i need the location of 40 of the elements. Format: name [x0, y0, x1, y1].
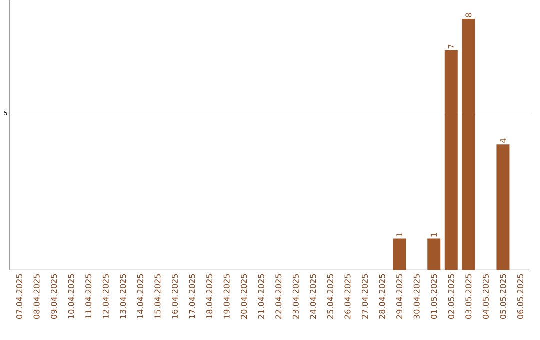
bar [496, 144, 510, 270]
x-tick-label: 21.04.2025 [258, 274, 264, 319]
x-tick-label: 16.04.2025 [172, 274, 178, 319]
x-tick-label: 14.04.2025 [137, 274, 144, 319]
x-tick-label: 08.04.2025 [34, 274, 40, 319]
bar [393, 238, 406, 270]
x-tick-label: 11.04.2025 [86, 274, 92, 319]
x-tick-label: 13.04.2025 [120, 274, 126, 319]
x-tick-label: 22.04.2025 [276, 274, 282, 319]
x-tick-label: 15.04.2025 [154, 274, 161, 319]
x-tick-label: 04.05.2025 [482, 274, 489, 319]
x-tick-label: 19.04.2025 [224, 274, 230, 319]
x-tick-label: 18.04.2025 [206, 274, 213, 319]
data-label: 1 [431, 233, 438, 237]
x-tick-label: 01.05.2025 [431, 274, 438, 319]
x-tick-label: 05.05.2025 [500, 274, 506, 319]
x-tick-label: 27.04.2025 [362, 274, 368, 319]
x-tick-label: 25.04.2025 [327, 274, 334, 319]
x-tick-label: 06.05.2025 [517, 274, 524, 319]
x-tick-label: 29.04.2025 [396, 274, 403, 319]
data-label: 8 [466, 13, 472, 18]
bar [462, 18, 476, 270]
x-tick-label: 07.04.2025 [16, 274, 23, 319]
x-tick-label: 02.05.2025 [448, 274, 454, 319]
x-tick-label: 03.05.2025 [466, 274, 472, 319]
x-tick-label: 26.04.2025 [344, 274, 351, 319]
bar [428, 238, 441, 270]
x-tick-label: 30.04.2025 [414, 274, 420, 319]
x-tick-label: 24.04.2025 [310, 274, 316, 319]
x-tick-label: 17.04.2025 [189, 274, 196, 319]
data-label: 1 [396, 233, 402, 237]
x-tick-label: 12.04.2025 [102, 274, 109, 319]
data-label: 7 [448, 44, 454, 48]
data-label: 4 [500, 138, 506, 143]
x-tick-label: 20.04.2025 [241, 274, 248, 319]
bar [444, 50, 458, 270]
x-tick-label: 23.04.2025 [292, 274, 299, 319]
x-tick-label: 28.04.2025 [379, 274, 386, 319]
x-tick-label: 10.04.2025 [68, 274, 74, 319]
x-tick-label: 09.04.2025 [51, 274, 58, 319]
